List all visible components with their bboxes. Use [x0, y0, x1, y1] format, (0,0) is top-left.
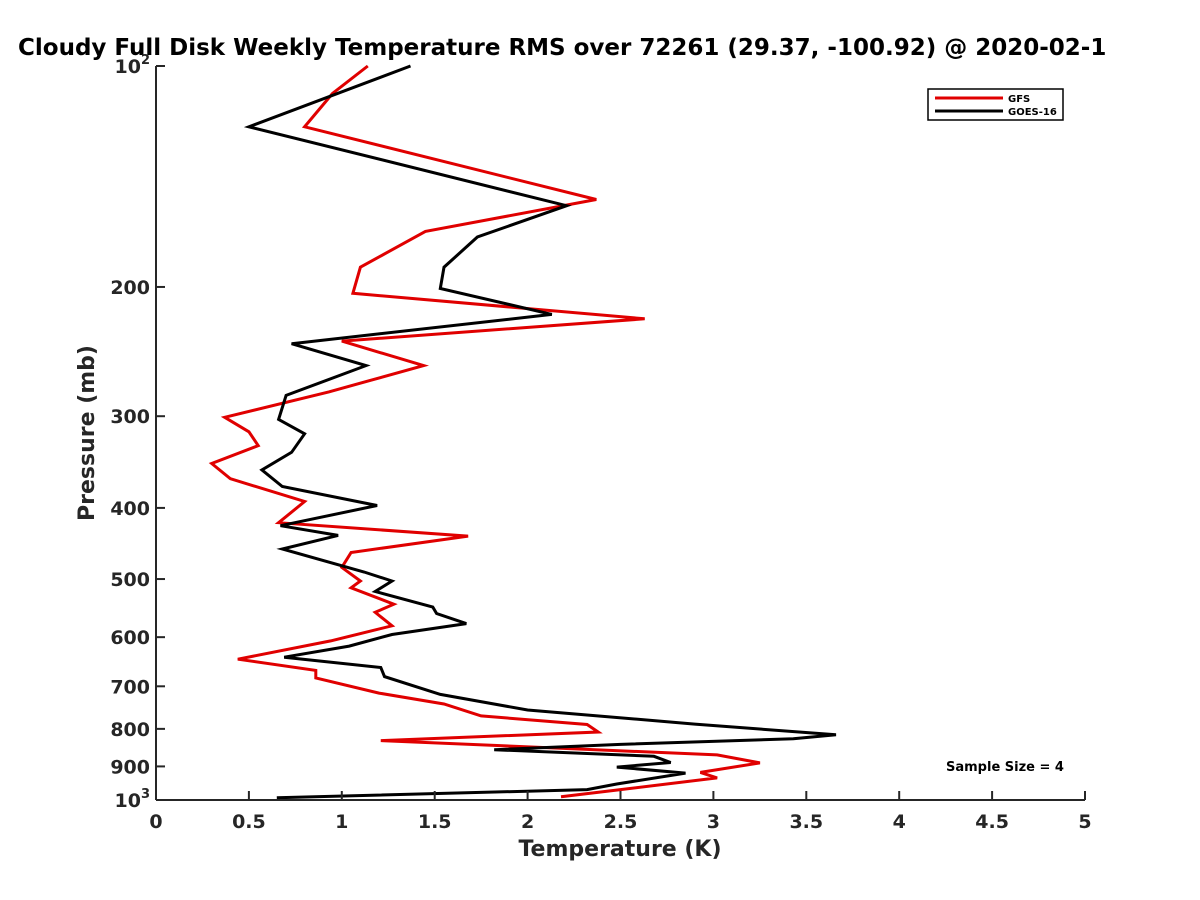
y-axis-label: Pressure (mb) — [75, 345, 100, 521]
axes: 0 0.5 1 1.5 2 2.5 3 3.5 4 4.5 5 102 200 300 400 500 600 7… — [110, 53, 1091, 833]
series-line-gfs — [208, 64, 761, 799]
x-tick-label: 0 — [149, 811, 162, 833]
x-tick-label: 4.5 — [975, 811, 1009, 833]
legend-label: GOES-16 — [1008, 107, 1057, 118]
x-tick-label: 4 — [893, 811, 906, 833]
y-tick-label: 102 — [115, 53, 151, 78]
y-tick-label: 400 — [110, 498, 150, 520]
x-tick-label: 1.5 — [418, 811, 452, 833]
y-tick-label: 300 — [110, 406, 150, 428]
sample-size-annotation: Sample Size = 4 — [946, 760, 1064, 775]
legend: GFS GOES-16 — [927, 88, 1064, 121]
x-tick-label: 2 — [521, 811, 534, 833]
x-tick-label: 3 — [707, 811, 720, 833]
x-tick-label: 0.5 — [232, 811, 266, 833]
chart-title: Cloudy Full Disk Weekly Temperature RMS … — [18, 35, 1106, 61]
x-tick-label: 2.5 — [604, 811, 638, 833]
x-axis-label: Temperature (K) — [518, 837, 721, 862]
legend-box — [927, 88, 1064, 121]
y-tick-label: 900 — [110, 756, 150, 778]
y-tick-label: 200 — [110, 277, 150, 299]
x-tick-label: 5 — [1078, 811, 1091, 833]
y-tick-label: 103 — [115, 787, 151, 812]
y-tick-label: 500 — [110, 569, 150, 591]
x-tick-label: 3.5 — [789, 811, 823, 833]
legend-label: GFS — [1008, 94, 1030, 105]
x-tick-label: 1 — [335, 811, 348, 833]
y-tick-label: 600 — [110, 627, 150, 649]
y-tick-label: 700 — [110, 676, 150, 698]
series-line-goes-16 — [243, 64, 837, 800]
plot-lines — [208, 64, 837, 800]
y-tick-label: 800 — [110, 719, 150, 741]
